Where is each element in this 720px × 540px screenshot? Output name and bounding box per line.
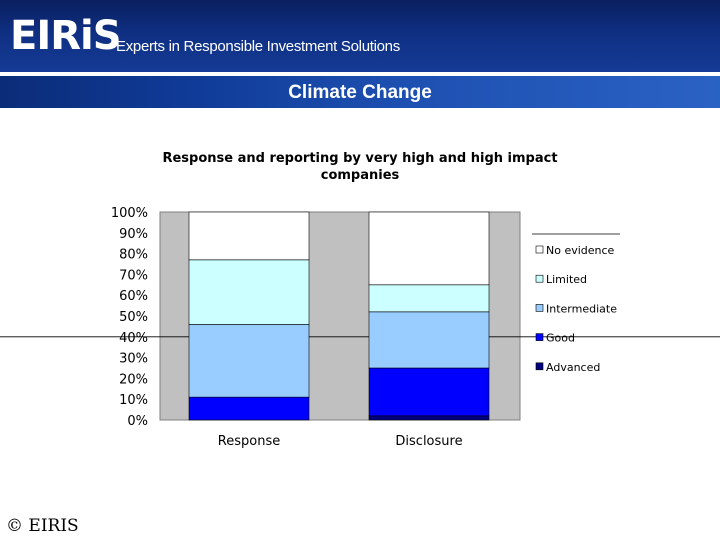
legend-swatch [535,333,544,341]
y-tick-label: 90% [119,227,148,242]
y-tick-label: 70% [119,268,148,283]
legend-swatch [535,245,544,254]
legend-swatch [535,274,544,283]
legend-swatch [535,304,544,312]
header-banner: EIRiS Experts in Responsible Investment … [0,0,720,72]
legend-label: Limited [546,273,587,286]
bar-segment-response-no-evidence [188,211,310,261]
bar-segment-disclosure-limited [368,284,490,313]
bar-segment-disclosure-good [368,367,490,417]
legend-label: No evidence [546,244,615,257]
chart-title-line-1: Response and reporting by very high and … [162,151,558,166]
y-tick-label: 30% [119,352,148,367]
y-tick-label: 50% [119,310,148,325]
tagline: Experts in Responsible Investment Soluti… [116,38,400,55]
legend: No evidence Limited Intermediate Good Advanc… [532,233,620,374]
slide-title: Climate Change [288,82,432,103]
bar-segment-disclosure-advanced [368,415,490,421]
legend-label: Good [546,332,575,345]
bar-segment-response-intermediate [188,324,310,398]
bar-segment-disclosure-no-evidence [368,211,490,286]
y-tick-label: 20% [119,372,148,387]
y-tick-label: 80% [119,248,148,263]
y-tick-label: 60% [119,289,148,304]
eiris-logo: EIRiS [10,13,122,59]
x-tick-label: Disclosure [395,434,462,449]
legend-label: Intermediate [546,302,617,315]
y-tick-label: 0% [127,414,148,429]
slide-title-bar: Climate Change [0,76,720,108]
y-axis: 0% 10% 20% 30% 40% 50% 60% 70% 80% 90% 100% [111,206,148,429]
legend-label: Advanced [546,361,600,374]
chart-title: Response and reporting by very high and … [130,150,590,184]
x-axis: Response Disclosure [218,434,463,449]
y-tick-label: 40% [119,331,148,346]
legend-swatch [535,362,544,371]
bar-segment-response-good [188,396,310,421]
chart-title-line-2: companies [320,168,400,183]
y-tick-label: 10% [119,393,148,408]
bar-segment-response-limited [188,259,310,325]
y-tick-label: 100% [111,206,148,221]
bar-segment-disclosure-intermediate [368,311,490,369]
copyright-footer: © EIRIS [6,516,79,536]
bar-group [188,211,490,421]
x-tick-label: Response [218,434,280,449]
